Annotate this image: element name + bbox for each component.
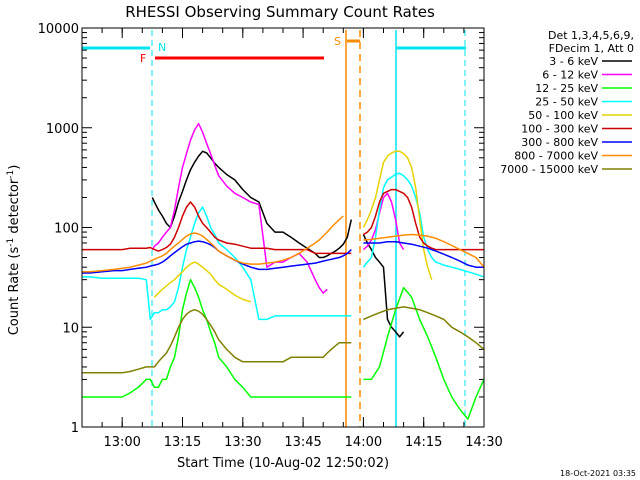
series-line-800-7000-keV <box>82 215 344 273</box>
legend-header: Det 1,3,4,5,6,9, <box>548 29 634 42</box>
series-line-3-6-keV <box>151 150 353 259</box>
series-lines <box>82 122 485 420</box>
flare-marker-label: F <box>140 52 146 65</box>
x-tick-label: 14:15 <box>405 435 442 450</box>
series-line-100-300-keV <box>82 201 352 255</box>
footer-timestamp: 18-Oct-2021 03:35 <box>560 469 636 478</box>
series-line-300-800-keV <box>363 240 484 268</box>
x-tick-label: 13:00 <box>103 435 140 450</box>
series-line-25-50-keV <box>362 172 485 278</box>
axis-ticks: 13:00 13:15 13:30 13:45 14:00 14:15 14:30 1 10 10… <box>38 22 503 450</box>
legend-entry-label: 800 - 7000 keV <box>514 150 598 163</box>
x-tick-label: 14:00 <box>345 435 382 450</box>
legend-entry-label: 3 - 6 keV <box>549 55 598 68</box>
x-tick-label: 14:30 <box>465 435 502 450</box>
legend-entry-label: 25 - 50 keV <box>535 96 598 109</box>
y-tick-label: 1 <box>71 421 79 436</box>
legend: Det 1,3,4,5,6,9,FDecim 1, Att 03 - 6 keV… <box>500 29 634 176</box>
series-line-7000-15000-keV <box>82 308 352 374</box>
legend-entry-label: 300 - 800 keV <box>521 136 598 149</box>
y-tick-label: 100 <box>54 222 79 237</box>
legend-entry-label: 100 - 300 keV <box>521 123 598 136</box>
series-line-800-7000-keV <box>363 233 485 268</box>
series-line-3-6-keV <box>362 234 405 338</box>
series-line-12-25-keV <box>363 286 485 420</box>
y-tick-label: 10000 <box>38 22 79 37</box>
x-axis-label: Start Time (10-Aug-02 12:50:02) <box>177 456 389 471</box>
legend-entry-label: 7000 - 15000 keV <box>500 163 598 176</box>
x-tick-label: 13:15 <box>164 435 201 450</box>
series-line-6-12-keV <box>362 192 405 251</box>
x-tick-label: 13:45 <box>284 435 321 450</box>
plot-frame <box>81 27 485 428</box>
y-tick-label: 1000 <box>46 122 79 137</box>
series-line-12-25-keV <box>82 278 352 398</box>
series-line-50-100-keV <box>153 261 252 303</box>
legend-header: FDecim 1, Att 0 <box>549 42 634 55</box>
legend-entry-label: 50 - 100 keV <box>528 109 598 122</box>
legend-entry-label: 12 - 25 keV <box>535 82 598 95</box>
night-marker-label: N <box>158 41 166 54</box>
legend-entry-label: 6 - 12 keV <box>542 69 598 82</box>
series-line-25-50-keV <box>82 206 352 321</box>
x-tick-label: 13:30 <box>224 435 261 450</box>
saa-marker-label: S <box>334 35 341 48</box>
y-tick-label: 10 <box>62 321 79 336</box>
series-line-50-100-keV <box>362 150 433 280</box>
series-line-300-800-keV <box>82 240 352 274</box>
series-line-100-300-keV <box>363 188 484 251</box>
chart-title: RHESSI Observing Summary Count Rates <box>125 3 435 21</box>
y-axis-label: Count Rate (s-1 detector-1) <box>6 165 22 336</box>
series-line-7000-15000-keV <box>363 306 485 350</box>
